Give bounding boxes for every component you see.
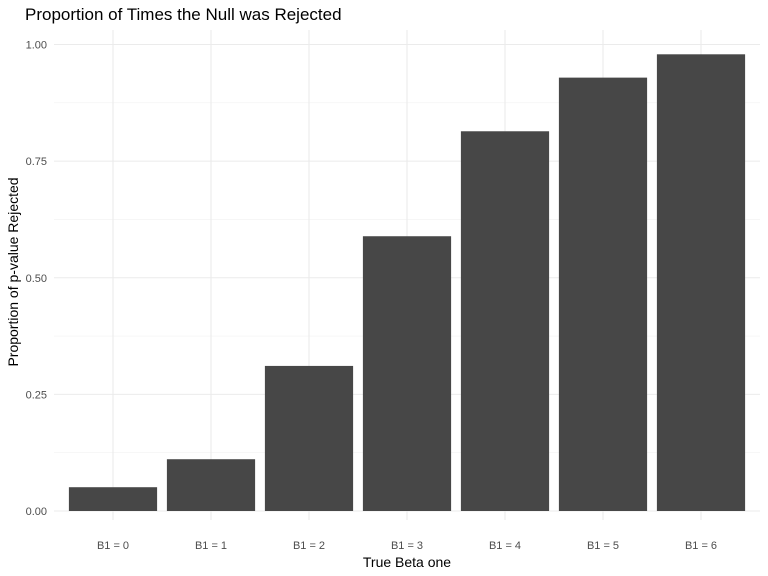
- bar: [68, 487, 158, 511]
- x-tick-label: B1 = 5: [587, 540, 619, 552]
- bar: [460, 131, 550, 512]
- y-tick-label: 0.25: [26, 389, 47, 401]
- bar: [558, 77, 648, 512]
- y-axis-tick-labels: 0.00 0.25 0.50 0.75 1.00: [26, 40, 47, 519]
- chart-title: Proportion of Times the Null was Rejecte…: [25, 5, 342, 24]
- y-tick-label: 0.75: [26, 156, 47, 168]
- y-axis-title: Proportion of p-value Rejected: [5, 177, 21, 366]
- bars: [68, 54, 746, 512]
- x-tick-label: B1 = 4: [489, 540, 521, 552]
- x-axis-tick-labels: B1 = 0 B1 = 1 B1 = 2 B1 = 3 B1 = 4 B1 = 5 B1 =…: [97, 540, 717, 552]
- y-tick-label: 0.50: [26, 273, 47, 285]
- bar: [362, 236, 452, 511]
- x-axis-title: True Beta one: [363, 554, 451, 570]
- x-tick-label: B1 = 2: [293, 540, 325, 552]
- x-tick-label: B1 = 6: [685, 540, 717, 552]
- x-tick-label: B1 = 3: [391, 540, 423, 552]
- x-tick-label: B1 = 1: [195, 540, 227, 552]
- y-tick-label: 1.00: [26, 40, 47, 52]
- y-tick-label: 0.00: [26, 506, 47, 518]
- bar: [166, 459, 256, 511]
- bar: [264, 365, 354, 511]
- bar: [656, 54, 746, 511]
- x-tick-label: B1 = 0: [97, 540, 129, 552]
